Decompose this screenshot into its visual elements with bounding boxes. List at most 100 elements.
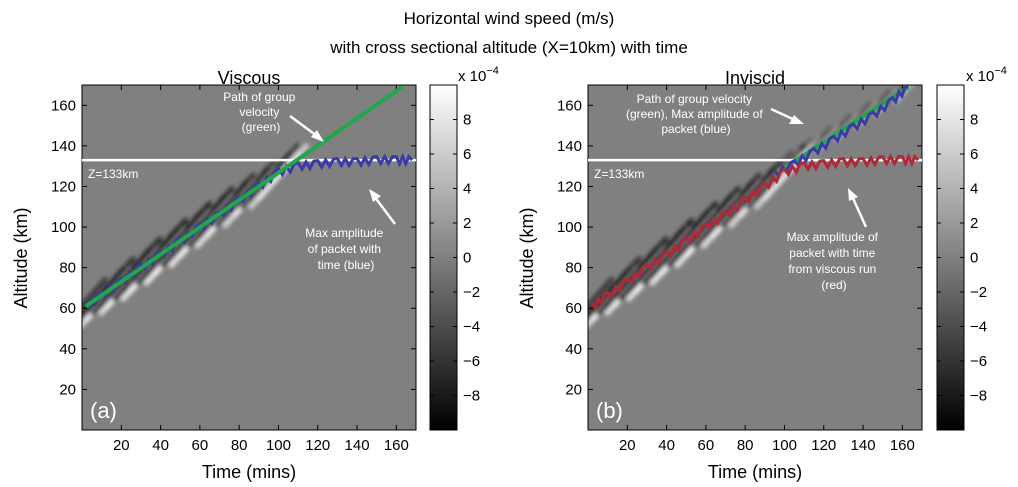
svg-text:Max amplitude of packe: Max amplitude of packet with time (blue) — [305, 226, 386, 272]
annotation-line: (green), Max amplitude of — [626, 107, 763, 121]
y-tick-label: 40 — [59, 341, 76, 358]
annotation-line: packet (blue) — [661, 122, 730, 136]
x-tick-label: 80 — [231, 437, 248, 454]
x-tick-label: 160 — [384, 437, 409, 454]
panel-label: (b) — [596, 398, 623, 423]
y-tick-label: 140 — [51, 138, 76, 155]
colorbar-tick-label: 6 — [970, 146, 978, 163]
y-tick-label: 120 — [557, 178, 582, 195]
colorbar-multiplier: x 10−4 — [966, 65, 1007, 85]
colorbar-multiplier-exponent: −4 — [994, 65, 1007, 77]
colorbar-tick-label: 6 — [463, 146, 471, 163]
y-axis-label: Altitude (km) — [517, 207, 537, 308]
y-tick-label: 40 — [565, 341, 582, 358]
wave-stripe-dark — [119, 218, 189, 294]
series-line-group-velocity — [84, 85, 404, 308]
colorbar-tick-label: −8 — [970, 388, 987, 405]
reference-line-label: Z=133km — [88, 167, 138, 181]
annotation-line: Path of group — [223, 90, 295, 104]
wave-stripe-dark — [82, 277, 109, 310]
y-tick-label: 80 — [59, 260, 76, 277]
annotation-arrow — [373, 195, 396, 225]
arrowhead-icon — [369, 189, 381, 202]
annotation-line: time (blue) — [318, 258, 375, 272]
x-tick-label: 140 — [345, 437, 370, 454]
x-tick-label: 20 — [619, 437, 636, 454]
wave-stripe-light — [893, 85, 914, 105]
x-tick-label: 20 — [113, 437, 130, 454]
wave-stripe-dark — [169, 186, 235, 259]
colorbar-multiplier-exponent: −4 — [486, 65, 499, 77]
panel-label: (a) — [90, 398, 117, 423]
annotation-line: (red) — [821, 278, 846, 292]
series-layer — [84, 85, 414, 312]
x-axis-label: Time (mins) — [202, 462, 296, 482]
colorbar-tick-label: 8 — [970, 112, 978, 129]
colorbar-multiplier: x 10−4 — [458, 65, 499, 85]
y-tick-label: 100 — [51, 219, 76, 236]
annotation-line: velocity — [239, 105, 279, 119]
colorbar-tick-label: 8 — [463, 112, 471, 129]
plot-background — [588, 85, 922, 430]
x-tick-label: 40 — [658, 437, 675, 454]
axis-ticks: 20 40 60 80 100 120 140 160 20 40 60 80 100 120 140 160 — [51, 85, 416, 454]
panel-inviscid: Inviscid 20 40 60 80 100 120 140 16020406080100… — [517, 65, 1007, 482]
series-line-max-amplitude — [773, 85, 909, 179]
figure-title-line2: with cross sectional altitude (X=10km) w… — [329, 38, 688, 57]
annotation-group-velocity: Path of group velocity (green) — [223, 90, 324, 142]
y-tick-label: 20 — [565, 381, 582, 398]
colorbar-tick-label: 4 — [463, 181, 471, 198]
annotation-arrow — [850, 195, 868, 228]
x-tick-label: 60 — [698, 437, 715, 454]
x-tick-label: 60 — [192, 437, 209, 454]
y-axis-label: Altitude (km) — [11, 207, 31, 308]
colorbar-ticks: −8 −6 −4 −2 0 2 4 6 8 — [937, 112, 987, 405]
plot-frame — [587, 84, 923, 431]
series-layer — [590, 85, 920, 312]
reference-line-label: Z=133km — [594, 167, 644, 181]
colorbar-tick-label: 2 — [463, 215, 471, 232]
wave-stripe-dark — [675, 186, 741, 259]
wave-stripe-dark — [625, 218, 695, 294]
y-tick-label: 140 — [557, 138, 582, 155]
x-tick-label: 120 — [305, 437, 330, 454]
colorbar-tick-label: 0 — [463, 250, 471, 267]
colorbar-tick-label: −6 — [463, 353, 480, 370]
svg-text:Path of group velocity: Path of group velocity (green) — [223, 90, 298, 134]
colorbar — [429, 84, 458, 431]
annotation-line: Max amplitude — [305, 226, 383, 240]
annotation-line: packet with time — [789, 246, 875, 260]
panel-title: Viscous — [218, 68, 281, 88]
colorbar-tick-label: −2 — [970, 284, 987, 301]
plot-background — [82, 85, 416, 430]
wave-stripe-dark — [223, 160, 277, 218]
y-tick-label: 120 — [51, 178, 76, 195]
arrowhead-icon — [311, 130, 324, 142]
colorbar-tick-label: −4 — [463, 319, 480, 336]
y-tick-label: 80 — [565, 260, 582, 277]
y-tick-label: 60 — [59, 300, 76, 317]
colorbar — [936, 84, 965, 431]
colorbar-multiplier-base: x 10 — [458, 68, 486, 85]
arrowhead-icon — [848, 188, 858, 201]
colorbar-ticks: −8 −6 −4 −2 0 2 4 6 8 — [430, 112, 480, 405]
colorbar-tick-label: 4 — [970, 181, 978, 198]
panel-title: Inviscid — [725, 68, 785, 88]
x-tick-label: 80 — [737, 437, 754, 454]
x-tick-label: 140 — [851, 437, 876, 454]
colorbar-tick-label: −4 — [970, 319, 987, 336]
arrowhead-icon — [789, 115, 804, 124]
colorbar-tick-label: −6 — [970, 353, 987, 370]
x-tick-label: 100 — [266, 437, 291, 454]
svg-text:Max amplitude of packe: Max amplitude of packet with time from v… — [787, 230, 882, 292]
annotation-line: Path of group velocity — [637, 92, 752, 106]
colorbar-tick-label: 0 — [970, 250, 978, 267]
annotation-max-amplitude-viscous: Max amplitude of packet with time from v… — [787, 188, 882, 292]
x-tick-label: 160 — [890, 437, 915, 454]
annotation-line: Max amplitude of — [787, 230, 879, 244]
annotation-line: of packet with — [308, 242, 381, 256]
svg-text:Path of group velocity: Path of group velocity (green), Max ampl… — [626, 92, 766, 136]
annotation-max-amplitude: Max amplitude of packet with time (blue) — [305, 189, 396, 272]
axis-ticks: 20 40 60 80 100 120 140 160 20 40 60 80 100 120 140 160 — [557, 85, 922, 454]
